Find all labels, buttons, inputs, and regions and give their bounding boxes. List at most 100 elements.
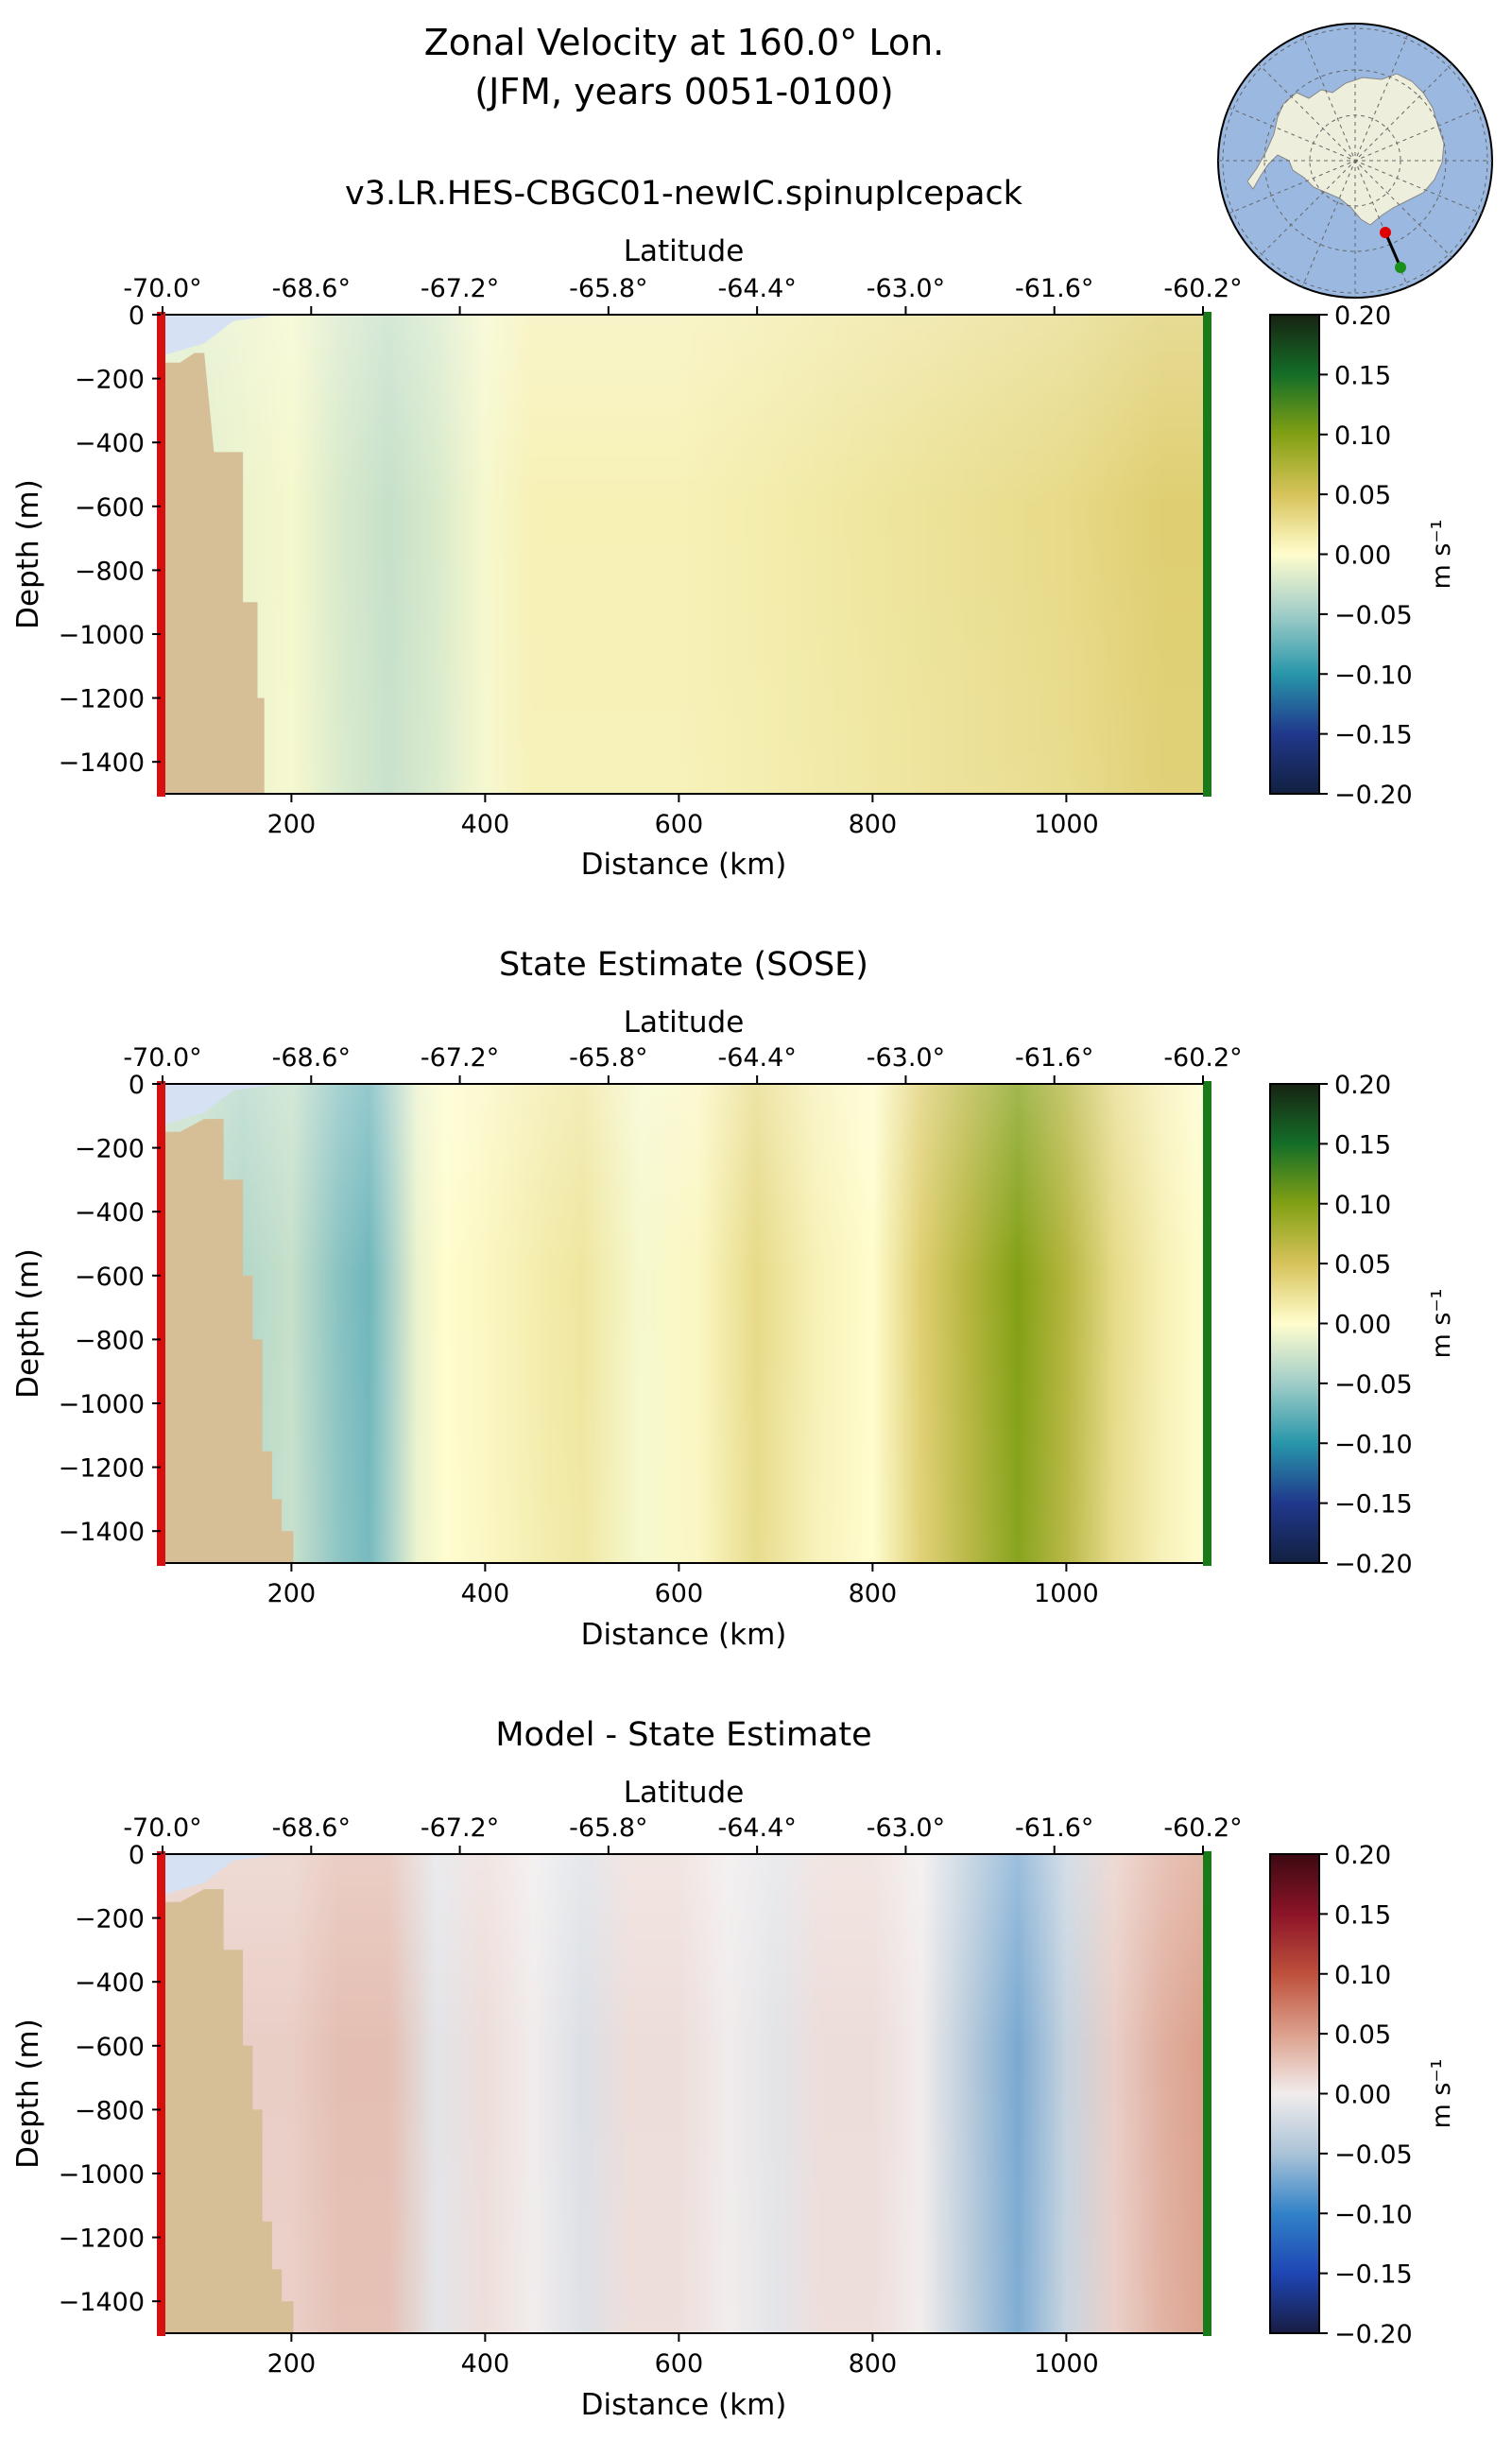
- panel-title: State Estimate (SOSE): [499, 946, 868, 984]
- y-tick-label: −800: [75, 2096, 145, 2125]
- section-start-bar: [157, 312, 165, 797]
- x-axis-label: Distance (km): [581, 848, 787, 882]
- y-tick-label: −600: [75, 2033, 145, 2062]
- chart-panel-2: State Estimate (SOSE) Latitude 200 400 600 80…: [11, 946, 1456, 1652]
- y-tick-label: −1000: [59, 1390, 145, 1419]
- x-tick-label: 400: [461, 810, 510, 839]
- colorbar-tick-label: −0.20: [1334, 2320, 1413, 2349]
- antarctica-landmass: [1246, 73, 1445, 226]
- lat-tick-label: -68.6°: [272, 1043, 351, 1073]
- colorbar-tick-label: 0.10: [1334, 421, 1391, 451]
- colorbar-tick-label: 0.20: [1334, 1071, 1391, 1100]
- x-tick-label: 1000: [1034, 1579, 1099, 1608]
- y-tick-label: −400: [75, 1968, 145, 1998]
- chart-panel-3: Model - State Estimate Latitude 200 400 600 8…: [11, 1716, 1456, 2422]
- y-axis-label: Depth (m): [11, 1248, 45, 1399]
- y-tick-label: −200: [75, 366, 145, 395]
- lat-tick-label: -67.2°: [421, 1043, 499, 1073]
- x-tick-label: 600: [655, 810, 704, 839]
- y-tick-label: −1400: [59, 2288, 145, 2317]
- lat-tick-label: -68.6°: [272, 274, 351, 303]
- x-axis-label: Distance (km): [581, 1618, 787, 1652]
- colorbar: [1269, 1853, 1320, 2334]
- y-tick-label: −600: [75, 493, 145, 523]
- velocity-field-shading: [161, 315, 1207, 794]
- x-tick-label: 1000: [1034, 2349, 1099, 2379]
- colorbar-tick-label: 0.05: [1334, 481, 1391, 510]
- colorbar: [1269, 1083, 1320, 1564]
- lat-tick-label: -60.2°: [1163, 274, 1242, 303]
- seafloor-bathymetry: [161, 1119, 294, 1563]
- colorbar-tick-label: −0.05: [1334, 601, 1413, 630]
- y-tick-label: 0: [129, 1841, 145, 1870]
- panel-title: Model - State Estimate: [495, 1716, 871, 1754]
- lat-tick-label: -67.2°: [421, 1813, 499, 1843]
- lat-tick-label: -63.0°: [867, 274, 945, 303]
- lat-tick-label: -68.6°: [272, 1813, 351, 1843]
- colorbar-tick-label: 0.20: [1334, 1841, 1391, 1870]
- colorbar-tick-label: −0.15: [1334, 1490, 1413, 1520]
- lat-tick-label: -65.8°: [569, 1043, 647, 1073]
- lat-tick-label: -70.0°: [123, 274, 201, 303]
- colorbar-tick-label: 0.15: [1334, 361, 1391, 390]
- lat-tick-label: -61.6°: [1015, 1813, 1093, 1843]
- section-start-marker: [1380, 227, 1391, 238]
- y-tick-label: −1400: [59, 1518, 145, 1547]
- top-axis-label: Latitude: [624, 234, 745, 268]
- lat-tick-label: -60.2°: [1163, 1043, 1242, 1073]
- top-axis-label: Latitude: [624, 1005, 745, 1040]
- lat-tick-label: -60.2°: [1163, 1813, 1242, 1843]
- lat-tick-label: -67.2°: [421, 274, 499, 303]
- y-tick-label: 0: [129, 1071, 145, 1100]
- colorbar-tick-label: −0.05: [1334, 2140, 1413, 2170]
- colorbar-tick-label: 0.05: [1334, 1250, 1391, 1280]
- colorbar-label: m s⁻¹: [1427, 1288, 1456, 1358]
- ice-shelf: [161, 315, 283, 356]
- section-end-bar: [1203, 1081, 1211, 1566]
- lat-tick-label: -61.6°: [1015, 1043, 1093, 1073]
- section-end-bar: [1203, 312, 1211, 797]
- lat-tick-label: -64.4°: [717, 1043, 796, 1073]
- colorbar-tick-label: 0.10: [1334, 1191, 1391, 1220]
- colorbar-tick-label: −0.20: [1334, 1550, 1413, 1579]
- figure-title-line2: (JFM, years 0051-0100): [474, 71, 893, 112]
- colorbar-tick-label: 0.00: [1334, 541, 1391, 571]
- y-axis-label: Depth (m): [11, 2019, 45, 2169]
- colorbar-tick-label: −0.10: [1334, 661, 1413, 690]
- section-start-bar: [157, 1081, 165, 1566]
- lat-tick-label: -65.8°: [569, 1813, 647, 1843]
- x-tick-label: 1000: [1034, 810, 1099, 839]
- lat-tick-label: -70.0°: [123, 1813, 201, 1843]
- x-tick-label: 600: [655, 2349, 704, 2379]
- colorbar-label: m s⁻¹: [1427, 519, 1456, 589]
- lat-tick-label: -63.0°: [867, 1043, 945, 1073]
- ice-shelf: [161, 1084, 283, 1125]
- x-axis-label: Distance (km): [581, 2388, 787, 2422]
- section-end-marker: [1395, 262, 1406, 273]
- lat-tick-label: -64.4°: [717, 274, 796, 303]
- y-tick-label: −200: [75, 1135, 145, 1164]
- velocity-field-shading: [161, 1084, 1207, 1563]
- colorbar-tick-label: 0.10: [1334, 1961, 1391, 1990]
- antarctica-inset-map: [1217, 23, 1493, 299]
- x-tick-label: 200: [267, 810, 317, 839]
- colorbar-tick-label: 0.00: [1334, 1311, 1391, 1340]
- seafloor-bathymetry: [161, 1889, 294, 2333]
- lat-tick-label: -61.6°: [1015, 274, 1093, 303]
- colorbar-tick-label: −0.20: [1334, 781, 1413, 810]
- section-start-bar: [157, 1851, 165, 2336]
- figure-title-line1: Zonal Velocity at 160.0° Lon.: [424, 22, 944, 63]
- y-axis-label: Depth (m): [11, 479, 45, 629]
- x-tick-label: 600: [655, 1579, 704, 1608]
- lat-tick-label: -65.8°: [569, 274, 647, 303]
- ice-shelf: [161, 1854, 283, 1896]
- y-tick-label: 0: [129, 301, 145, 331]
- seafloor-bathymetry: [161, 352, 265, 794]
- y-tick-label: −200: [75, 1905, 145, 1934]
- y-tick-label: −1200: [59, 2225, 145, 2254]
- x-tick-label: 800: [849, 810, 898, 839]
- colorbar-tick-label: 0.00: [1334, 2081, 1391, 2110]
- y-tick-label: −1000: [59, 2160, 145, 2190]
- y-tick-label: −400: [75, 429, 145, 458]
